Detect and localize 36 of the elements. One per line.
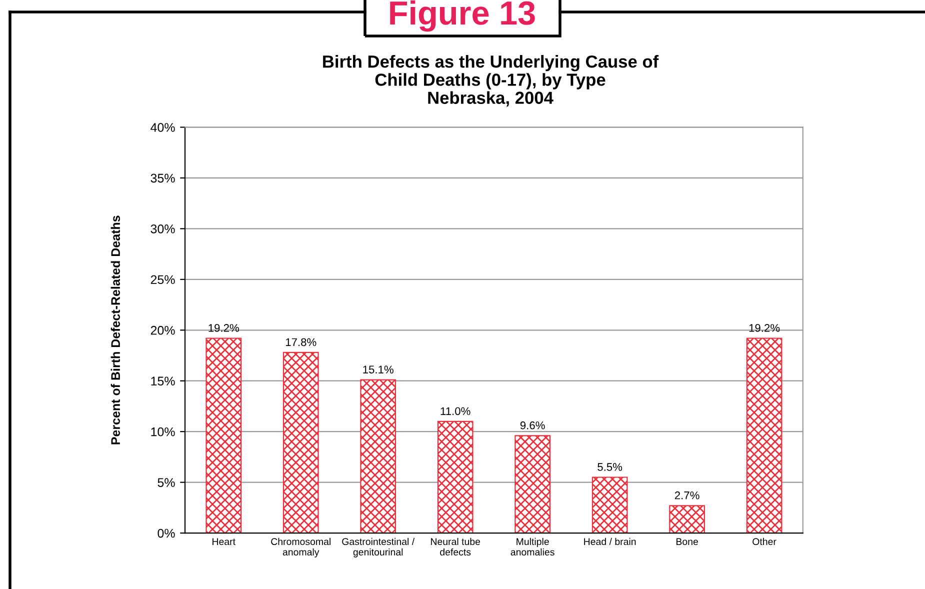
y-axis-title: Percent of Birth Defect-Related Deaths	[110, 216, 120, 444]
x-tick-label: Multiple anomalies	[510, 538, 554, 556]
x-tick-label: Neural tube defects	[431, 538, 480, 556]
x-tick-label: Other	[752, 538, 776, 546]
y-tick-label: 30%	[150, 224, 175, 234]
bar	[592, 476, 628, 534]
x-tick-label: Heart	[212, 538, 236, 546]
y-tick-label: 10%	[151, 427, 175, 436]
bar	[206, 338, 242, 534]
data-label: 19.2%	[749, 324, 780, 332]
bar	[514, 435, 550, 534]
y-tick-label: 40%	[150, 123, 175, 132]
bar	[360, 379, 396, 534]
chart-title: Figure 13	[390, 0, 535, 32]
bar	[746, 338, 782, 534]
y-tick-label: 25%	[150, 275, 175, 284]
bar	[282, 352, 319, 534]
data-label: 9.6%	[520, 421, 545, 430]
y-tick-label: 35%	[150, 174, 175, 183]
y-tick-label: 0%	[158, 528, 175, 538]
bar	[437, 420, 474, 534]
data-label: 19.2%	[208, 324, 239, 332]
data-label: 2.7%	[674, 491, 700, 500]
y-tick-label: 5%	[158, 478, 175, 487]
x-tick-label: Chromosomal anomaly	[271, 538, 330, 558]
data-label: 15.1%	[363, 366, 394, 374]
chart-subtitle: Birth Defects as the Underlying Cause of Child Deaths (0-17), by Type Nebraska, 2004	[323, 55, 659, 106]
data-label: 5.5%	[598, 463, 622, 471]
x-tick-label: Gastrointestinal / genitourinal	[342, 538, 415, 558]
y-tick-label: 15%	[151, 376, 175, 386]
y-tick-label: 20%	[150, 326, 175, 335]
x-tick-label: Head / brain	[584, 538, 636, 546]
bar	[669, 505, 705, 534]
data-label: 17.8%	[286, 338, 316, 346]
data-label: 11.0%	[440, 407, 470, 416]
x-tick-label: Bone	[676, 538, 698, 546]
